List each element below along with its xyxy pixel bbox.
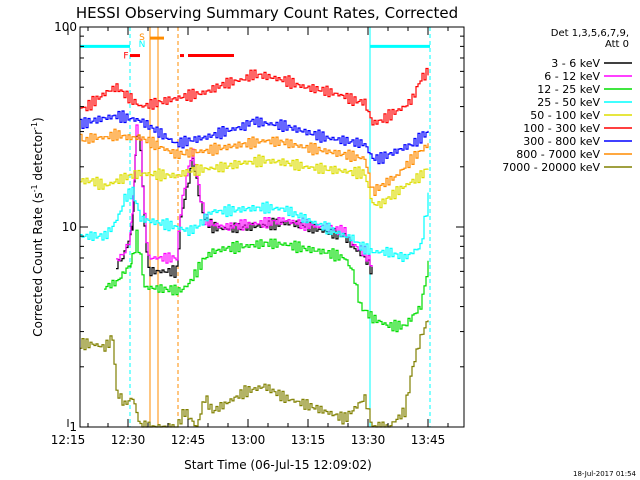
x-tick-label: 12:30 [111,433,146,447]
legend-label: 50 - 100 keV [530,109,600,122]
legend-header: Det 1,3,5,6,7,9, [551,28,629,39]
legend-label: 100 - 300 keV [523,122,600,135]
legend-label: 25 - 50 keV [537,96,600,109]
series-line-100-300-kev [80,67,429,126]
legend-label: 3 - 6 keV [551,57,600,70]
x-tick-label: 12:15 [51,433,86,447]
y-tick-label: 10 [62,220,77,234]
chart-title: HESSI Observing Summary Count Rates, Cor… [76,4,458,22]
series-line-300-800-kev [80,110,429,165]
x-axis-label: Start Time (06-Jul-15 12:09:02) [184,458,372,472]
series-line-800-7000-kev [80,128,429,196]
legend-label: 800 - 7000 keV [516,148,600,161]
flag-label: F [123,52,128,62]
x-tick-label: 12:45 [171,433,206,447]
legend-label: 12 - 25 keV [537,83,600,96]
x-tick-label: 13:00 [231,433,266,447]
legend-header: Att 0 [605,39,629,50]
flag-label: N [139,40,146,50]
series-line-7000-20000-kev [80,320,429,428]
y-axis-label: Corrected Count Rate (s-1 detector-1) [30,117,45,336]
footer-timestamp: 18-Jul-2017 01:54 [573,470,637,478]
x-tick-label: 13:45 [411,433,446,447]
legend-label: 300 - 800 keV [523,135,600,148]
legend-label: 6 - 12 keV [544,70,600,83]
axes: 12:15 12:30 12:45 13:00 13:15 13:30 13:45 1 10 10… [51,20,464,447]
series-line-50-100-kev [80,154,429,209]
x-tick-label: 13:15 [291,433,326,447]
plot-area: F SN [80,27,431,428]
flag-label: S [139,33,145,43]
series-line-12-25-kev [104,229,429,333]
y-tick-label: 1 [69,420,77,434]
legend-label: 7000 - 20000 keV [502,161,600,174]
x-tick-label: 13:30 [351,433,386,447]
y-tick-label: 100 [54,20,77,34]
series-line-25-50-kev [80,186,429,262]
